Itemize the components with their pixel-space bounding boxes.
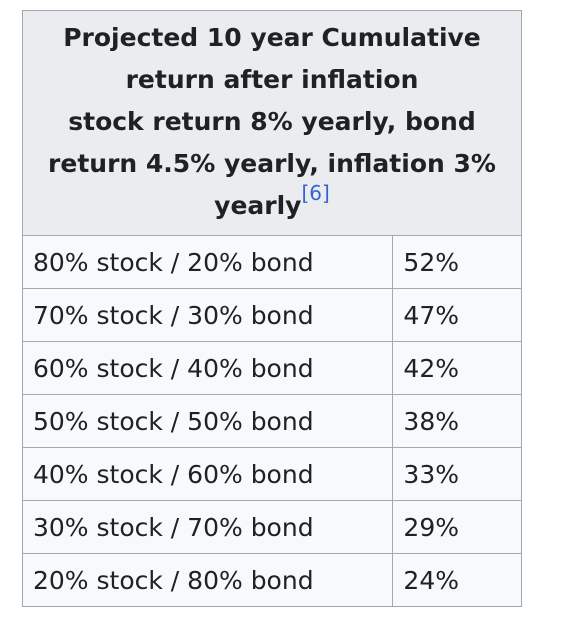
allocation-cell: 50% stock / 50% bond — [21, 394, 394, 448]
allocation-cell: 70% stock / 30% bond — [21, 288, 394, 342]
return-cell: 42% — [392, 341, 522, 395]
table-header-row: Projected 10 year Cumulative return afte… — [22, 10, 522, 236]
table-row: 60% stock / 40% bond 42% — [21, 341, 522, 395]
allocation-cell: 30% stock / 70% bond — [21, 500, 394, 554]
allocation-cell: 60% stock / 40% bond — [21, 341, 394, 395]
returns-table: Projected 10 year Cumulative return afte… — [21, 10, 522, 607]
allocation-cell: 40% stock / 60% bond — [21, 447, 394, 501]
allocation-cell: 20% stock / 80% bond — [21, 553, 394, 607]
table-row: 30% stock / 70% bond 29% — [21, 500, 522, 554]
return-cell: 29% — [392, 500, 522, 554]
return-cell: 47% — [392, 288, 522, 342]
header-line: stock return 8% yearly, bond — [68, 107, 476, 136]
return-cell: 52% — [392, 235, 522, 289]
table-row: 20% stock / 80% bond 24% — [21, 553, 522, 607]
header-line: return 4.5% yearly, inflation 3% — [48, 149, 496, 178]
return-cell: 38% — [392, 394, 522, 448]
allocation-cell: 80% stock / 20% bond — [21, 235, 394, 289]
return-cell: 24% — [392, 553, 522, 607]
table-row: 40% stock / 60% bond 33% — [21, 447, 522, 501]
returns-table-container: Projected 10 year Cumulative return afte… — [21, 10, 522, 607]
table-row: 80% stock / 20% bond 52% — [21, 235, 522, 289]
table-row: 70% stock / 30% bond 47% — [21, 288, 522, 342]
header-line: return after inflation — [125, 65, 419, 94]
header-line: Projected 10 year Cumulative — [63, 23, 481, 52]
header-line-text: yearly — [214, 191, 302, 220]
table-row: 50% stock / 50% bond 38% — [21, 394, 522, 448]
return-cell: 33% — [392, 447, 522, 501]
table-header: Projected 10 year Cumulative return afte… — [22, 10, 522, 236]
header-line-last: yearly[6] — [35, 183, 509, 227]
reference-link[interactable]: [6] — [301, 181, 330, 205]
